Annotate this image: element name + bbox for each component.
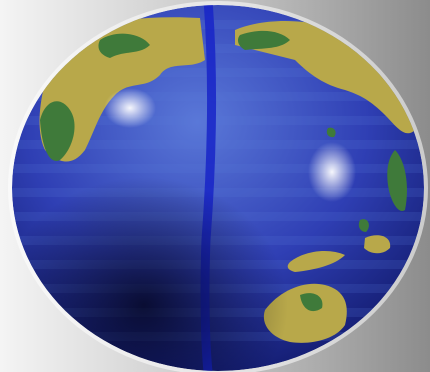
sphere-shadow	[12, 5, 424, 371]
